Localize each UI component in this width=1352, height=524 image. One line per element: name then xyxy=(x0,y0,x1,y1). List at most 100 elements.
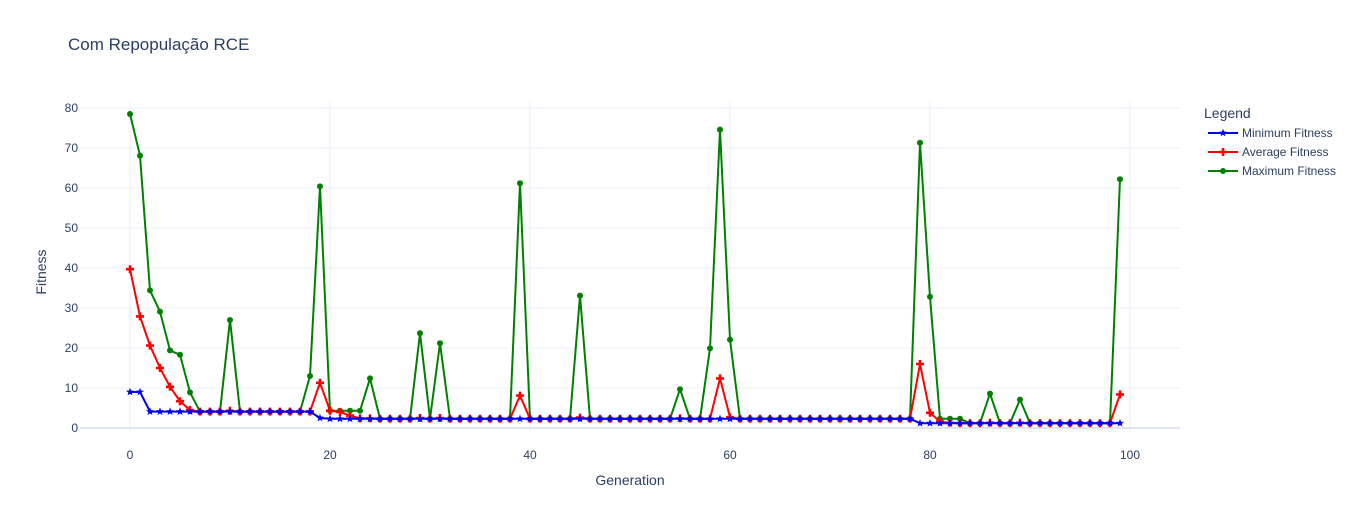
data-point xyxy=(1116,390,1124,399)
data-point xyxy=(266,407,274,415)
data-point xyxy=(147,287,153,294)
grid-lines xyxy=(80,100,1180,432)
data-point xyxy=(716,374,724,383)
data-point xyxy=(1006,419,1014,427)
data-point xyxy=(296,407,304,415)
legend-item[interactable]: Minimum Fitness xyxy=(1208,126,1333,140)
data-point xyxy=(347,407,353,414)
data-point xyxy=(546,414,554,423)
data-point xyxy=(167,347,173,354)
data-point xyxy=(206,407,214,415)
data-point xyxy=(686,414,694,423)
data-point xyxy=(866,414,874,423)
data-point xyxy=(196,407,204,415)
data-point xyxy=(1076,419,1084,427)
data-point xyxy=(1017,396,1023,403)
y-tick-label: 20 xyxy=(65,341,79,355)
data-point xyxy=(326,414,334,423)
x-tick-label: 100 xyxy=(1120,448,1140,462)
data-point xyxy=(186,407,194,415)
legend-item[interactable]: Maximum Fitness xyxy=(1208,164,1336,178)
data-point xyxy=(556,414,564,423)
data-point xyxy=(126,387,134,396)
data-point xyxy=(316,378,325,387)
y-tick-label: 0 xyxy=(71,421,78,435)
data-point xyxy=(816,414,824,423)
data-point xyxy=(437,340,443,347)
data-point xyxy=(936,419,944,427)
data-point xyxy=(806,414,814,423)
data-point xyxy=(156,364,164,373)
data-point xyxy=(286,407,294,415)
y-axis-title: Fitness xyxy=(33,249,49,294)
data-point xyxy=(416,414,424,423)
data-point xyxy=(226,407,234,415)
data-point xyxy=(776,414,784,423)
series-minimum-fitness xyxy=(126,387,1124,427)
data-point xyxy=(367,375,373,382)
data-point xyxy=(677,386,683,393)
data-point xyxy=(1046,419,1054,427)
y-tick-label: 40 xyxy=(65,261,79,275)
data-point xyxy=(176,397,184,406)
data-point xyxy=(276,407,284,415)
data-point xyxy=(1026,419,1034,427)
data-point xyxy=(856,414,864,423)
data-point xyxy=(826,414,834,423)
data-point xyxy=(766,414,774,423)
data-point xyxy=(656,414,664,423)
data-point xyxy=(476,414,484,423)
data-point xyxy=(506,414,514,423)
legend-label: Average Fitness xyxy=(1242,145,1329,159)
data-point xyxy=(727,336,733,343)
data-point xyxy=(317,183,323,190)
data-point xyxy=(526,414,534,423)
x-tick-labels: 0 20 40 60 80 100 xyxy=(127,448,1141,462)
data-point xyxy=(446,414,454,423)
data-point xyxy=(706,414,714,423)
data-point xyxy=(586,414,594,423)
data-point xyxy=(396,414,404,423)
data-point xyxy=(616,414,624,423)
data-point xyxy=(376,414,384,423)
x-tick-label: 60 xyxy=(723,448,737,462)
data-point xyxy=(366,414,374,423)
data-point xyxy=(796,414,804,423)
x-tick-label: 80 xyxy=(923,448,937,462)
data-point xyxy=(926,419,934,427)
y-tick-label: 80 xyxy=(65,101,79,115)
data-point xyxy=(917,139,923,146)
data-point xyxy=(876,414,884,423)
data-point xyxy=(736,414,744,423)
legend-label: Minimum Fitness xyxy=(1242,126,1333,140)
data-point xyxy=(187,389,193,396)
data-point xyxy=(406,414,414,423)
data-point xyxy=(356,414,364,423)
data-point xyxy=(1116,419,1124,427)
data-point xyxy=(896,414,904,423)
data-point xyxy=(386,414,394,423)
data-point xyxy=(426,414,434,423)
data-point xyxy=(136,387,144,396)
y-tick-label: 70 xyxy=(65,141,79,155)
data-point xyxy=(306,407,314,415)
data-point xyxy=(307,373,313,379)
data-point xyxy=(926,408,934,417)
data-point xyxy=(146,341,154,350)
data-point xyxy=(316,413,324,422)
data-point xyxy=(336,414,344,423)
data-point xyxy=(177,351,183,358)
series-line xyxy=(130,391,1120,425)
data-point xyxy=(1066,419,1074,427)
data-point xyxy=(756,414,764,423)
data-point xyxy=(726,414,734,423)
data-point xyxy=(666,414,674,423)
data-point xyxy=(1036,419,1044,427)
data-point xyxy=(906,414,914,423)
data-point xyxy=(1106,419,1114,427)
legend-label: Maximum Fitness xyxy=(1242,164,1336,178)
data-point xyxy=(496,414,504,423)
data-point xyxy=(987,390,993,397)
legend-item[interactable]: Average Fitness xyxy=(1208,145,1329,159)
